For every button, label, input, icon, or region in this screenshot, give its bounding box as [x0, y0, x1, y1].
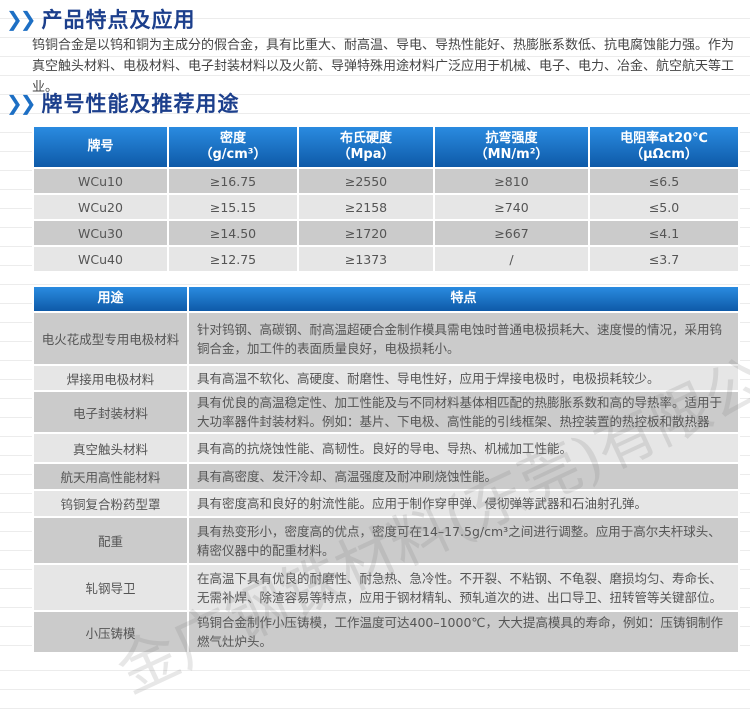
double-chevron-right-icon: ❯❯: [6, 91, 36, 115]
header-label: 电阻率at20℃: [620, 131, 708, 146]
table-cell: ≥2550: [297, 167, 435, 195]
feature-cell: 具有高密度、发汗冷却、高温强度及耐冲刷烧蚀性能。: [187, 462, 740, 491]
table-row: WCu40 ≥12.75 ≥1373/≤3.7: [32, 245, 740, 273]
intro-paragraph: 钨铜合金是以钨和铜为主成分的假合金，具有比重大、耐高温、导电、导热性能好、热膨胀…: [32, 38, 735, 95]
heading-text: 牌号性能及推荐用途: [41, 92, 240, 116]
header-label: 密度: [219, 131, 246, 146]
heading-text: 产品特点及应用: [41, 8, 196, 32]
feature-cell: 针对钨钢、高碳钢、耐高温超硬合金制作模具需电蚀时普通电极损耗大、速度慢的情况，采…: [187, 311, 740, 366]
col-header-use: 用途: [32, 285, 189, 313]
table-cell: ≤6.5: [588, 167, 740, 195]
table-row: 真空触头材料 具有高的抗烧蚀性能、高韧性。良好的导电、导热、机械加工性能。: [32, 432, 740, 464]
table-row: 钨铜复合粉药型罩 具有密度高和良好的射流性能。应用于制作穿甲弹、侵彻弹等武器和石油…: [32, 489, 740, 518]
use-cell: 轧钢导卫: [32, 563, 189, 612]
table-row: 配重 具有热变形小，密度高的优点，密度可在14–17.5g/cm³之间进行调整。应…: [32, 516, 740, 565]
header-label: 布氏硬度: [339, 131, 392, 146]
use-cell: 电火花成型专用电极材料: [32, 311, 189, 366]
double-chevron-right-icon: ❯❯: [6, 7, 36, 31]
table-cell: ≤4.1: [588, 219, 740, 247]
use-cell: 航天用高性能材料: [32, 462, 189, 491]
use-cell: 钨铜复合粉药型罩: [32, 489, 189, 518]
header-label: 牌号: [87, 139, 114, 154]
table-cell: ≥810: [433, 167, 590, 195]
table-cell: ≥2158: [297, 193, 435, 221]
col-header: 布氏硬度 （Mpa）: [297, 125, 435, 169]
col-header-features: 特点: [187, 285, 740, 313]
table-cell: WCu20: [32, 193, 169, 221]
feature-cell: 钨铜合金制作小压铸模，工作温度可达400–1000℃，大大提高模具的寿命，例如：…: [187, 610, 740, 654]
table-cell: /: [433, 245, 590, 273]
feature-cell: 具有优良的高温稳定性、加工性能及与不同材料基体相匹配的热膨胀系数和高的导热率。适…: [187, 390, 740, 434]
table-row: 电火花成型专用电极材料 针对钨钢、高碳钢、耐高温超硬合金制作模具需电蚀时普通电极损…: [32, 311, 740, 366]
section-heading-grades: ❯❯ 牌号性能及推荐用途: [6, 88, 240, 118]
table-row: 小压铸模 钨铜合金制作小压铸模，工作温度可达400–1000℃，大大提高模具的寿命…: [32, 610, 740, 654]
uses-table: 用途 特点 电火花成型专用电极材料 针对钨钢、高碳钢、耐高温超硬合金制作模具需电蚀时…: [32, 285, 740, 654]
feature-cell: 具有高温不软化、高硬度、耐磨性、导电性好，应用于焊接电极时，电极损耗较少。: [187, 364, 740, 392]
use-cell: 小压铸模: [32, 610, 189, 654]
table-cell: ≥15.15: [167, 193, 299, 221]
header-label: 抗弯强度: [485, 131, 538, 146]
header-unit: （Mpa）: [337, 147, 395, 162]
use-cell: 真空触头材料: [32, 432, 189, 464]
table-cell: ≤5.0: [588, 193, 740, 221]
feature-cell: 具有热变形小，密度高的优点，密度可在14–17.5g/cm³之间进行调整。应用于…: [187, 516, 740, 565]
table-cell: ≥740: [433, 193, 590, 221]
header-unit: （MN/m²）: [474, 147, 549, 162]
table-cell: ≤3.7: [588, 245, 740, 273]
col-header: 电阻率at20℃ （μΩcm）: [588, 125, 740, 169]
col-header: 牌号: [32, 125, 169, 169]
table-row: WCu10 ≥16.75 ≥2550 ≥810 ≤6.5: [32, 167, 740, 195]
table-cell: WCu30: [32, 219, 169, 247]
table-cell: WCu40: [32, 245, 169, 273]
table-cell: WCu10: [32, 167, 169, 195]
feature-cell: 具有高的抗烧蚀性能、高韧性。良好的导电、导热、机械加工性能。: [187, 432, 740, 464]
table-row: 电子封装材料 具有优良的高温稳定性、加工性能及与不同材料基体相匹配的热膨胀系数和高…: [32, 390, 740, 434]
table-row: 焊接用电极材料 具有高温不软化、高硬度、耐磨性、导电性好，应用于焊接电极时，电极损…: [32, 364, 740, 392]
section-heading-features: ❯❯ 产品特点及应用: [6, 4, 196, 34]
header-unit: （g/cm³）: [199, 147, 267, 162]
col-header: 密度 （g/cm³）: [167, 125, 299, 169]
use-cell: 电子封装材料: [32, 390, 189, 434]
table-row: 轧钢导卫 在高温下具有优良的耐磨性、耐急热、急冷性。不开裂、不粘钢、不龟裂、磨损均…: [32, 563, 740, 612]
use-cell: 配重: [32, 516, 189, 565]
table-cell: ≥667: [433, 219, 590, 247]
table-row: 航天用高性能材料 具有高密度、发汗冷却、高温强度及耐冲刷烧蚀性能。: [32, 462, 740, 491]
header-unit: （μΩcm）: [630, 147, 698, 162]
table-cell: ≥16.75: [167, 167, 299, 195]
feature-cell: 在高温下具有优良的耐磨性、耐急热、急冷性。不开裂、不粘钢、不龟裂、磨损均匀、寿命…: [187, 563, 740, 612]
table-cell: ≥1720: [297, 219, 435, 247]
use-cell: 焊接用电极材料: [32, 364, 189, 392]
grades-table: 牌号 密度 （g/cm³） 布氏硬度 （Mpa） 抗弯强度 （MN/m²） 电阻率at20℃ （…: [32, 125, 740, 273]
table-row: WCu20 ≥15.15 ≥2158 ≥740 ≤5.0: [32, 193, 740, 221]
feature-cell: 具有密度高和良好的射流性能。应用于制作穿甲弹、侵彻弹等武器和石油射孔弹。: [187, 489, 740, 518]
col-header: 抗弯强度 （MN/m²）: [433, 125, 590, 169]
table-cell: ≥14.50: [167, 219, 299, 247]
table-cell: ≥12.75: [167, 245, 299, 273]
table-cell: ≥1373: [297, 245, 435, 273]
table-row: WCu30 ≥14.50 ≥1720 ≥667 ≤4.1: [32, 219, 740, 247]
